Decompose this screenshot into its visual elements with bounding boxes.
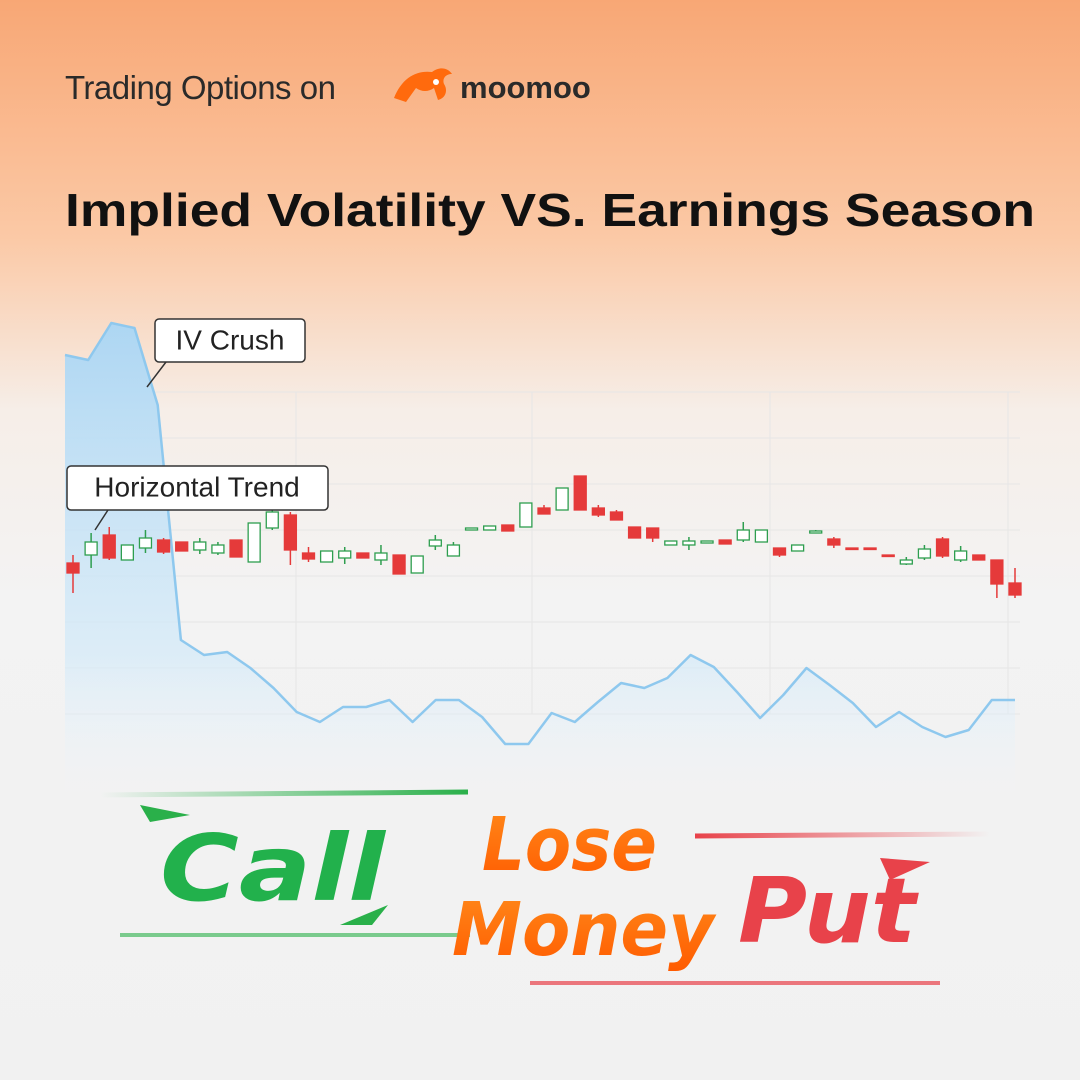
slogan: Call Lose Money Put	[99, 789, 991, 985]
candle-body	[555, 487, 569, 511]
candle-body	[954, 550, 968, 561]
candle-body	[138, 537, 153, 549]
candle-body	[573, 475, 587, 511]
accent-line	[99, 789, 469, 798]
candle-body	[102, 534, 116, 559]
candle-body	[935, 538, 950, 557]
brand-logo	[394, 68, 452, 102]
candle-body	[464, 527, 479, 531]
candle-body	[193, 541, 207, 551]
annotation-pointer	[94, 509, 109, 531]
candle-body	[66, 562, 80, 574]
candle-body	[374, 552, 388, 561]
candle-body	[790, 544, 805, 552]
candle-body	[809, 530, 823, 534]
candle-body	[827, 538, 841, 546]
candle-body	[881, 554, 895, 558]
iv-line	[64, 321, 1015, 746]
accent-shape	[340, 905, 388, 925]
accent-shape	[140, 805, 190, 822]
candle-body	[247, 522, 261, 563]
annotation-box	[154, 318, 306, 363]
candle-body	[283, 514, 298, 551]
annotation: Horizontal Trend	[94, 471, 299, 502]
candle-body	[664, 540, 678, 546]
candle-body	[356, 552, 370, 559]
iv-area	[65, 323, 1015, 800]
annotation-box	[66, 465, 329, 511]
chart	[64, 321, 1022, 800]
candle-body	[229, 539, 243, 558]
candle-body	[646, 527, 660, 539]
candle-body	[301, 552, 316, 560]
candle-body	[156, 539, 171, 553]
candle-body	[772, 547, 787, 556]
candle-body	[627, 526, 642, 539]
accent-line	[694, 831, 991, 839]
candle-body	[338, 550, 352, 559]
candle-body	[537, 507, 551, 515]
candle-body	[446, 544, 461, 557]
candle-body	[319, 550, 334, 563]
candle-body	[754, 529, 769, 543]
candle-body	[428, 539, 442, 547]
annotation: IV Crush	[176, 324, 285, 355]
candle-body	[120, 544, 134, 561]
candle-body	[972, 554, 986, 561]
title: Implied Volatility VS. Earnings Season	[65, 184, 1035, 236]
candle-body	[917, 548, 932, 559]
candle-body	[718, 539, 732, 545]
candle-body	[990, 559, 1004, 585]
candle-body	[483, 525, 497, 531]
candle-body	[1008, 582, 1022, 596]
candle-body	[410, 555, 424, 574]
slogan-put: Put	[738, 859, 919, 964]
candle-body	[899, 559, 913, 565]
candle-body	[591, 507, 605, 516]
accent-shape	[880, 858, 930, 880]
brand-name: moomoo	[460, 70, 591, 105]
candle-body	[736, 529, 750, 541]
candle-body	[609, 511, 624, 521]
candle-body	[519, 502, 533, 528]
slogan-call: Call	[160, 815, 387, 922]
candle-body	[700, 540, 714, 544]
slogan-money: Money	[452, 887, 717, 973]
candle-body	[175, 541, 189, 552]
slogan-lose: Lose	[482, 802, 657, 888]
candle-body	[265, 511, 279, 529]
candle-body	[682, 540, 696, 546]
candle-body	[84, 541, 98, 556]
candle-body	[845, 547, 859, 551]
brand-prefix: Trading Options on	[65, 69, 335, 106]
candle-body	[863, 547, 877, 551]
candle-body	[392, 554, 406, 575]
candle-body	[501, 524, 515, 532]
annotation-pointer	[146, 361, 167, 388]
candle-body	[211, 544, 225, 554]
